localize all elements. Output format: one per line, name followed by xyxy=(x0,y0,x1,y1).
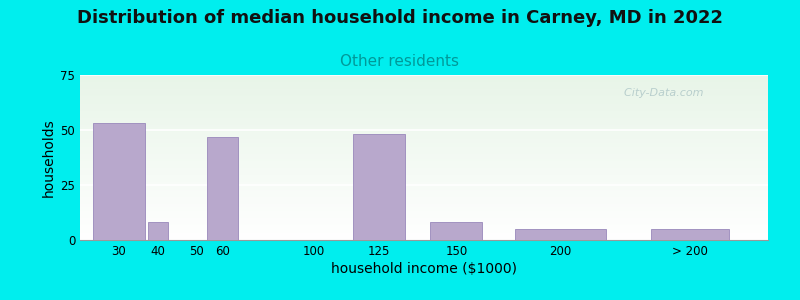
Text: City-Data.com: City-Data.com xyxy=(617,88,703,98)
Bar xyxy=(430,222,482,240)
Y-axis label: households: households xyxy=(42,118,56,197)
Bar xyxy=(207,136,238,240)
Text: Other residents: Other residents xyxy=(341,54,459,69)
Bar xyxy=(353,134,405,240)
Bar xyxy=(93,123,145,240)
Bar xyxy=(651,229,729,240)
Bar xyxy=(147,222,168,240)
Text: Distribution of median household income in Carney, MD in 2022: Distribution of median household income … xyxy=(77,9,723,27)
Bar xyxy=(515,229,606,240)
X-axis label: household income ($1000): household income ($1000) xyxy=(331,262,517,276)
